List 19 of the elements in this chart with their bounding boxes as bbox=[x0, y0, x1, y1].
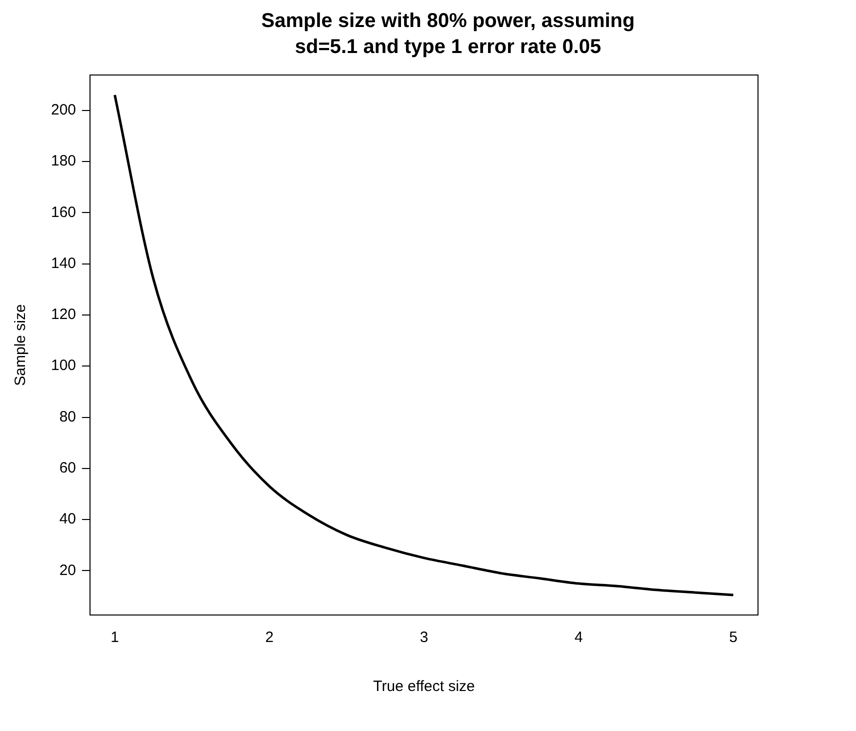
x-tick-label: 1 bbox=[110, 629, 119, 646]
y-tick-label: 100 bbox=[50, 357, 76, 374]
y-tick-label: 120 bbox=[50, 306, 76, 324]
y-tick-label: 20 bbox=[59, 562, 76, 579]
y-tick-label: 200 bbox=[50, 101, 76, 118]
y-tick-label: 180 bbox=[50, 152, 76, 170]
x-tick-label: 4 bbox=[574, 629, 583, 646]
x-tick-label: 5 bbox=[729, 629, 738, 646]
x-tick-label: 2 bbox=[265, 629, 274, 646]
y-tick-label: 60 bbox=[59, 460, 76, 477]
y-axis-title: Sample size bbox=[12, 304, 30, 386]
y-tick-label: 40 bbox=[59, 510, 76, 528]
y-tick-label: 80 bbox=[59, 408, 76, 426]
x-tick-label: 3 bbox=[420, 629, 428, 646]
line-series bbox=[114, 94, 735, 596]
x-axis-title: True effect size bbox=[373, 678, 475, 696]
chart-title: Sample size with 80% power, assuming sd=5.1 and type 1 error rate 0.05 bbox=[260, 9, 636, 60]
y-tick-label: 140 bbox=[50, 254, 76, 272]
y-tick-label: 160 bbox=[50, 204, 76, 221]
